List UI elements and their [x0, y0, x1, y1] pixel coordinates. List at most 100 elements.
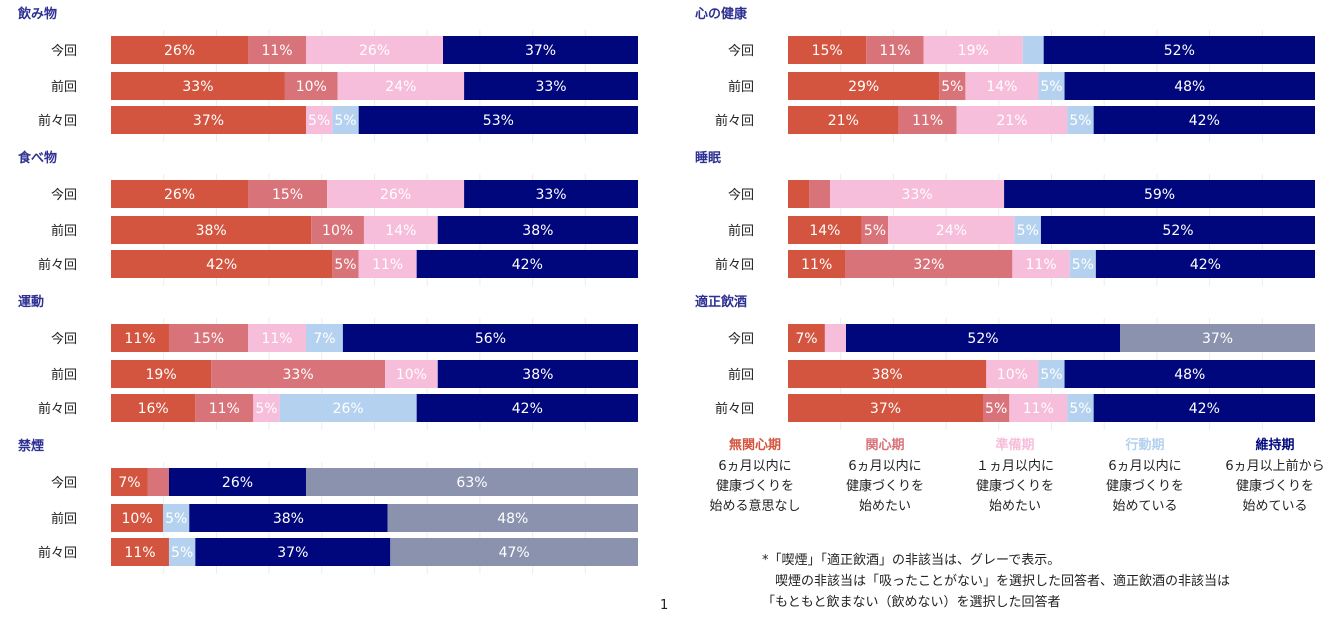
- bar-segment-junbi: [327, 180, 465, 208]
- data-label: 38%: [872, 367, 903, 383]
- legend-name: 関心期: [865, 438, 905, 453]
- data-label: 21%: [828, 113, 859, 129]
- data-label: 10%: [122, 511, 153, 527]
- data-label: 33%: [182, 79, 213, 95]
- data-label: 52%: [967, 331, 998, 347]
- row-label: 今回: [728, 331, 754, 347]
- data-label: 7%: [118, 475, 140, 491]
- bar-segment-kanshin: [284, 72, 338, 100]
- data-label: 15%: [193, 331, 224, 347]
- bar-segment-junbi: [253, 394, 280, 422]
- row-label: 前々回: [38, 113, 77, 129]
- data-label: 59%: [1144, 187, 1175, 203]
- data-label: 52%: [1164, 43, 1195, 59]
- data-label: 32%: [913, 257, 944, 273]
- bar-segment-kodo: [1067, 106, 1094, 134]
- bar-segment-kodo: [163, 504, 190, 532]
- bar-segment-junbi: [965, 72, 1039, 100]
- bar-segment-kanshin: [898, 106, 957, 134]
- data-label: 11%: [124, 331, 155, 347]
- bar-segment-mukanshin: [788, 106, 899, 134]
- bar-segment-mukanshin: [111, 36, 249, 64]
- row-label: 前回: [728, 79, 754, 95]
- legend-item-kanshin: 関心期 6ヵ月以内に 健康づくりを 始めたい: [820, 434, 950, 517]
- data-label: 26%: [164, 43, 195, 59]
- row-label: 今回: [728, 43, 754, 59]
- data-label: 5%: [334, 113, 356, 129]
- row-label: 前々回: [38, 401, 77, 417]
- bar-segment-junbi: [824, 324, 846, 352]
- data-label: 26%: [222, 475, 253, 491]
- bar-segment-kanshin: [939, 72, 966, 100]
- bar-segment-iji: [189, 504, 388, 532]
- panel-title: 食べ物: [18, 150, 57, 166]
- bar-segment-kodo: [1067, 394, 1094, 422]
- data-label: 42%: [1189, 401, 1220, 417]
- legend-desc: 6ヵ月以内に 健康づくりを 始めたい: [845, 459, 924, 514]
- data-label: 52%: [1162, 223, 1193, 239]
- data-label: 38%: [273, 511, 304, 527]
- footnote-line: 「もともと飲まない（飲めない）を選択した回答者: [762, 595, 1061, 610]
- data-label: 42%: [206, 257, 237, 273]
- bar-segment-iji: [845, 324, 1121, 352]
- data-label: 11%: [879, 43, 910, 59]
- data-label: 11%: [209, 401, 240, 417]
- legend-desc: 6ヵ月以内に 健康づくりを 始めている: [1105, 459, 1184, 514]
- bar-segment-higaito: [390, 538, 638, 566]
- data-label: 19%: [958, 43, 989, 59]
- bar-segment-kanshin: [195, 394, 254, 422]
- data-label: 42%: [512, 257, 543, 273]
- legend-name: 行動期: [1125, 438, 1165, 453]
- bar-segment-junbi: [923, 36, 1023, 64]
- legend-name: 準備期: [995, 438, 1035, 453]
- bar-segment-mukanshin: [111, 504, 164, 532]
- data-label: 5%: [255, 401, 277, 417]
- data-label: 5%: [1069, 113, 1091, 129]
- bar-segment-kanshin: [332, 250, 359, 278]
- bar-segment-junbi: [1012, 250, 1070, 278]
- bar-segment-mukanshin: [788, 394, 983, 422]
- legend: 無関心期 6ヵ月以内に 健康づくりを 始める意思なし 関心期 6ヵ月以内に 健康…: [690, 434, 1342, 517]
- bar-segment-junbi: [358, 250, 417, 278]
- data-label: 19%: [146, 367, 177, 383]
- bar-segment-mukanshin: [788, 360, 987, 388]
- panel-title: 心の健康: [695, 6, 748, 22]
- bar-segment-kanshin: [311, 216, 364, 244]
- bar-segment-junbi: [986, 360, 1039, 388]
- bar-segment-junbi: [830, 180, 1005, 208]
- data-label: 29%: [848, 79, 879, 95]
- bar-segment-mukanshin: [111, 72, 285, 100]
- bar-segment-iji: [342, 324, 638, 352]
- data-label: 5%: [985, 401, 1007, 417]
- bar-segment-iji: [1093, 394, 1315, 422]
- row-label: 今回: [51, 43, 77, 59]
- bar-segment-junbi: [363, 216, 438, 244]
- bar-segment-mukanshin: [788, 324, 825, 352]
- data-label: 16%: [138, 401, 169, 417]
- data-label: 5%: [1040, 79, 1062, 95]
- bar-segment-mukanshin: [111, 394, 196, 422]
- panel-title: 飲み物: [17, 6, 57, 22]
- data-label: 21%: [996, 113, 1027, 129]
- data-label: 11%: [261, 331, 292, 347]
- bar-segment-iji: [1064, 72, 1315, 100]
- data-label: 26%: [359, 43, 390, 59]
- data-label: 33%: [902, 187, 933, 203]
- legend-name: 無関心期: [728, 438, 781, 453]
- data-label: 56%: [475, 331, 506, 347]
- bar-segment-iji: [1064, 360, 1315, 388]
- bar-segment-iji: [416, 250, 638, 278]
- row-label: 前回: [728, 367, 754, 383]
- bar-segment-iji: [464, 72, 638, 100]
- row-label: 今回: [51, 331, 77, 347]
- page-number: 1: [660, 598, 669, 613]
- bar-segment-kodo: [279, 394, 417, 422]
- bar-segment-mukanshin: [788, 36, 867, 64]
- bar-segment-junbi: [888, 216, 1015, 244]
- data-label: 37%: [525, 43, 556, 59]
